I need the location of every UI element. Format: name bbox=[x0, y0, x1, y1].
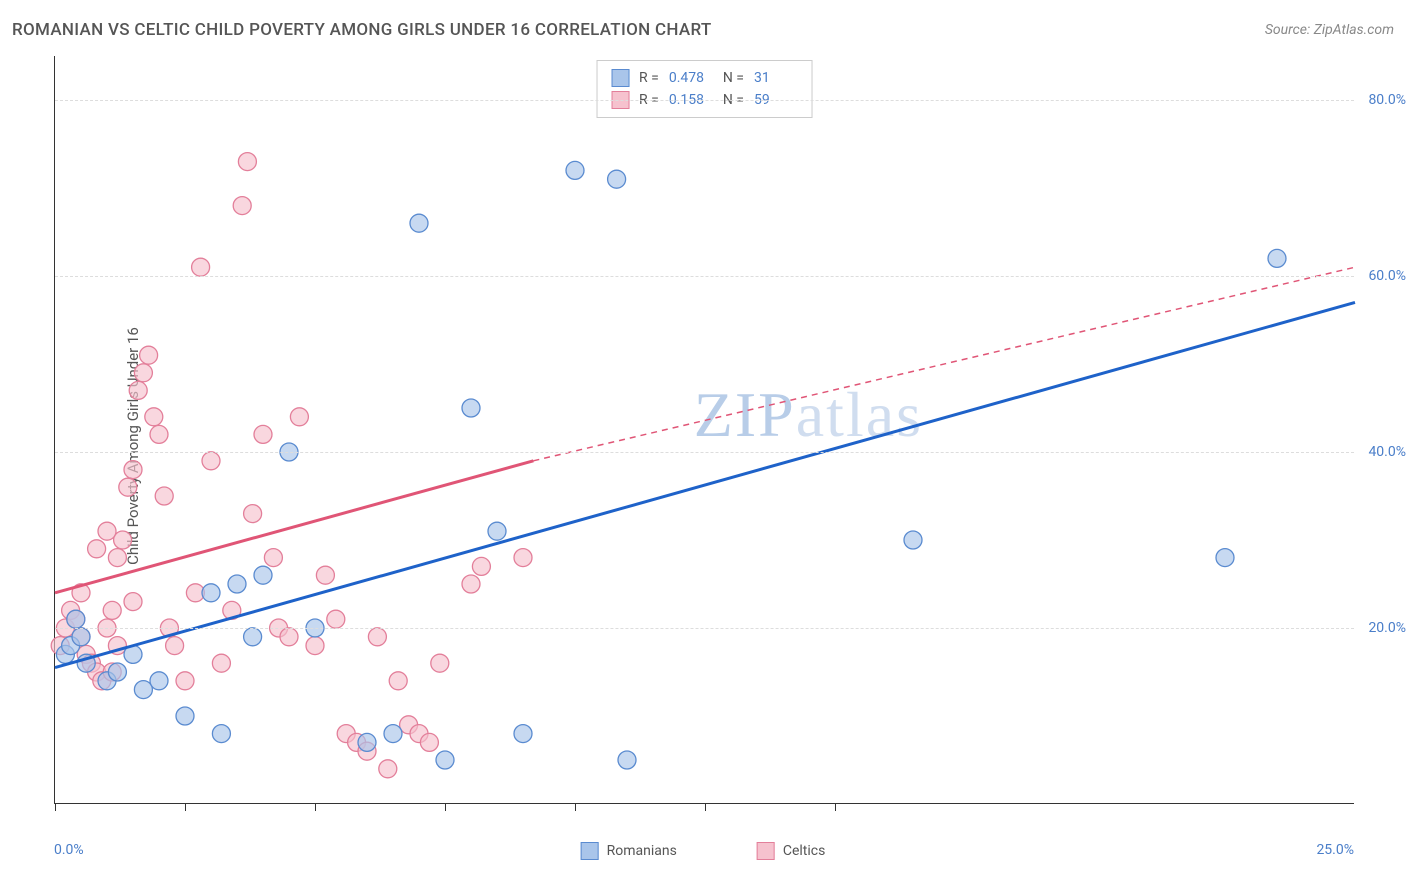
scatter-point-celtics bbox=[103, 601, 121, 619]
scatter-point-romanians bbox=[358, 733, 376, 751]
scatter-point-romanians bbox=[244, 628, 262, 646]
scatter-point-romanians bbox=[608, 170, 626, 188]
scatter-point-celtics bbox=[280, 628, 298, 646]
plot-svg bbox=[55, 56, 1354, 803]
xtick bbox=[835, 803, 836, 811]
xaxis-min-label: 0.0% bbox=[54, 842, 84, 858]
scatter-point-celtics bbox=[244, 505, 262, 523]
scatter-point-celtics bbox=[202, 452, 220, 470]
scatter-point-romanians bbox=[1216, 549, 1234, 567]
scatter-point-celtics bbox=[306, 637, 324, 655]
scatter-point-romanians bbox=[202, 584, 220, 602]
chart-title: ROMANIAN VS CELTIC CHILD POVERTY AMONG G… bbox=[12, 20, 712, 40]
scatter-point-romanians bbox=[410, 214, 428, 232]
scatter-point-celtics bbox=[431, 654, 449, 672]
scatter-point-celtics bbox=[264, 549, 282, 567]
scatter-point-celtics bbox=[150, 425, 168, 443]
xtick bbox=[445, 803, 446, 811]
scatter-point-romanians bbox=[618, 751, 636, 769]
gridline bbox=[55, 100, 1354, 101]
scatter-point-celtics bbox=[119, 478, 137, 496]
scatter-point-romanians bbox=[488, 522, 506, 540]
scatter-point-celtics bbox=[176, 672, 194, 690]
scatter-point-celtics bbox=[124, 593, 142, 611]
scatter-point-celtics bbox=[389, 672, 407, 690]
scatter-point-romanians bbox=[566, 161, 584, 179]
scatter-point-celtics bbox=[238, 153, 256, 171]
scatter-point-romanians bbox=[212, 725, 230, 743]
scatter-point-celtics bbox=[514, 549, 532, 567]
series-legend: Romanians Celtics bbox=[581, 842, 826, 860]
scatter-point-celtics bbox=[134, 364, 152, 382]
scatter-point-celtics bbox=[316, 566, 334, 584]
gridline bbox=[55, 452, 1354, 453]
ytick-label: 20.0% bbox=[1368, 620, 1406, 636]
scatter-point-celtics bbox=[108, 549, 126, 567]
xtick bbox=[55, 803, 56, 811]
scatter-point-celtics bbox=[368, 628, 386, 646]
scatter-point-celtics bbox=[254, 425, 272, 443]
scatter-point-celtics bbox=[145, 408, 163, 426]
scatter-point-romanians bbox=[254, 566, 272, 584]
trend-line-romanians bbox=[55, 302, 1355, 667]
scatter-point-celtics bbox=[98, 522, 116, 540]
chart-source: Source: ZipAtlas.com bbox=[1265, 22, 1394, 38]
scatter-point-celtics bbox=[166, 637, 184, 655]
scatter-point-celtics bbox=[88, 540, 106, 558]
scatter-point-romanians bbox=[72, 628, 90, 646]
header: ROMANIAN VS CELTIC CHILD POVERTY AMONG G… bbox=[12, 20, 1394, 40]
scatter-point-romanians bbox=[462, 399, 480, 417]
scatter-point-romanians bbox=[1268, 249, 1286, 267]
legend-swatch-icon bbox=[581, 842, 599, 860]
plot-area: ZIPatlas R = 0.478 N = 31 R = 0.158 N = … bbox=[54, 56, 1354, 804]
scatter-point-celtics bbox=[192, 258, 210, 276]
scatter-point-romanians bbox=[436, 751, 454, 769]
chart-container: ROMANIAN VS CELTIC CHILD POVERTY AMONG G… bbox=[0, 0, 1406, 892]
scatter-point-celtics bbox=[472, 557, 490, 575]
scatter-point-romanians bbox=[514, 725, 532, 743]
scatter-point-romanians bbox=[150, 672, 168, 690]
xtick bbox=[705, 803, 706, 811]
legend-label: Celtics bbox=[783, 843, 825, 859]
xaxis-max-label: 25.0% bbox=[1316, 842, 1354, 858]
scatter-point-romanians bbox=[384, 725, 402, 743]
scatter-point-celtics bbox=[462, 575, 480, 593]
legend-label: Romanians bbox=[607, 843, 677, 859]
ytick-label: 60.0% bbox=[1368, 268, 1406, 284]
scatter-point-romanians bbox=[67, 610, 85, 628]
legend-item: Romanians bbox=[581, 842, 677, 860]
gridline bbox=[55, 628, 1354, 629]
ytick-label: 80.0% bbox=[1368, 92, 1406, 108]
scatter-point-romanians bbox=[904, 531, 922, 549]
scatter-point-celtics bbox=[155, 487, 173, 505]
xtick bbox=[185, 803, 186, 811]
legend-swatch-icon bbox=[757, 842, 775, 860]
trend-line-celtics-dash bbox=[533, 267, 1355, 461]
ytick-label: 40.0% bbox=[1368, 444, 1406, 460]
scatter-point-celtics bbox=[290, 408, 308, 426]
scatter-point-celtics bbox=[327, 610, 345, 628]
scatter-point-romanians bbox=[228, 575, 246, 593]
scatter-point-celtics bbox=[212, 654, 230, 672]
scatter-point-celtics bbox=[233, 197, 251, 215]
scatter-point-celtics bbox=[420, 733, 438, 751]
scatter-point-celtics bbox=[124, 461, 142, 479]
legend-item: Celtics bbox=[757, 842, 825, 860]
scatter-point-romanians bbox=[108, 663, 126, 681]
scatter-point-celtics bbox=[129, 381, 147, 399]
xtick bbox=[575, 803, 576, 811]
gridline bbox=[55, 276, 1354, 277]
scatter-point-romanians bbox=[176, 707, 194, 725]
scatter-point-celtics bbox=[379, 760, 397, 778]
xtick bbox=[315, 803, 316, 811]
scatter-point-celtics bbox=[140, 346, 158, 364]
